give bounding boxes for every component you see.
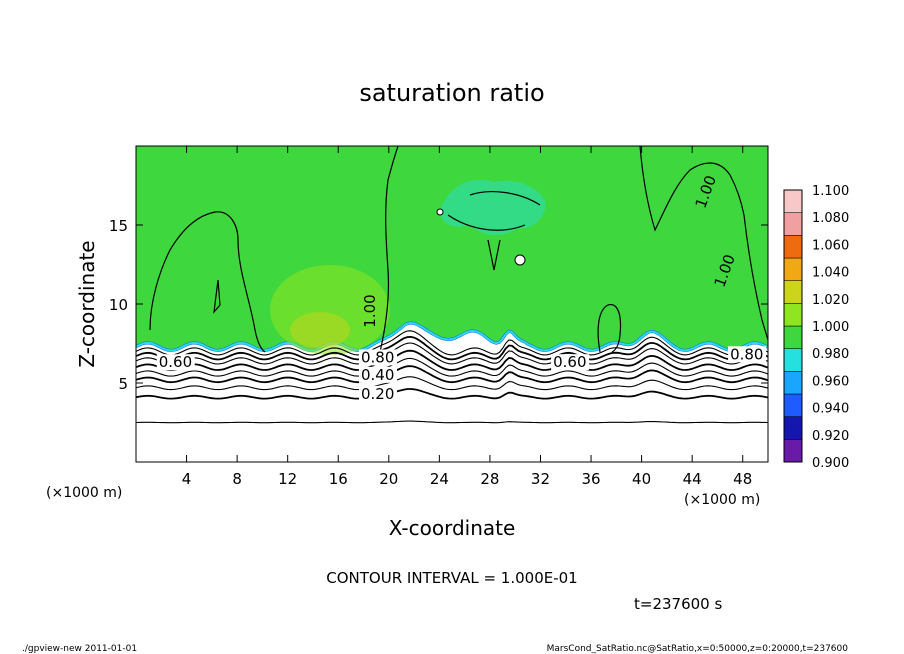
colorbar-label: 1.080 (812, 211, 849, 226)
y-tick-label: 10 (109, 296, 128, 314)
contour-line-1.00-thin (213, 279, 221, 314)
contour-line-0.80 (136, 335, 768, 361)
contour-label: 0.20 (361, 385, 394, 403)
contour-line-1.00-left (149, 211, 266, 353)
footer-right: MarsCond_SatRatio.nc@SatRatio,x=0:50000,… (547, 644, 849, 654)
colorbar-label: 0.900 (812, 456, 849, 471)
contour-line-0.70 (136, 342, 768, 365)
x-tick-label: 16 (329, 470, 348, 488)
x-tick-label: 4 (182, 470, 192, 488)
contour-line-0.30 (136, 376, 768, 391)
time-label: t=237600 s (634, 595, 722, 613)
y-axis-unit: (×1000 m) (46, 485, 122, 501)
colorbar-segment (783, 212, 803, 236)
colorbar-label: 1.020 (812, 293, 849, 308)
contour-label-bg (358, 349, 397, 366)
chart-title: saturation ratio (359, 79, 544, 107)
x-tick-label: 48 (733, 470, 752, 488)
contour-label: 0.60 (553, 353, 586, 371)
contour-line-0.40 (136, 365, 768, 384)
colorbar-segment (783, 416, 803, 440)
plot-area (136, 146, 768, 462)
x-tick-label: 44 (683, 470, 702, 488)
x-tick-label: 20 (379, 470, 398, 488)
colorbar-segment (783, 280, 803, 304)
contour-line-0.10 (136, 420, 768, 424)
saturation-edge-cyan (136, 321, 768, 352)
colorbar-label: 0.960 (812, 374, 849, 389)
contour-label: 0.40 (361, 366, 394, 384)
x-tick-label: 40 (632, 470, 651, 488)
colorbar-label: 0.920 (812, 429, 849, 444)
colorbar-segment (783, 303, 803, 327)
contour-label: 0.60 (159, 353, 192, 371)
contour-line-0.20 (136, 388, 768, 400)
cloud-patch (436, 179, 546, 271)
colorbar-segment (783, 189, 803, 213)
footer-left: ./gpview-new 2011-01-01 (22, 644, 137, 654)
x-tick-label: 8 (232, 470, 242, 488)
colorbar-segment (783, 348, 803, 372)
contour-label: 0.80 (730, 345, 763, 363)
contour-line-1.00-center (379, 146, 399, 353)
x-axis-unit: (×1000 m) (684, 492, 760, 508)
colorbar-segment (783, 393, 803, 417)
y-axis-title: Z-coordinate (75, 240, 99, 367)
contour-label-bg (551, 354, 590, 371)
x-tick-label: 36 (581, 470, 600, 488)
colorbar: 0.900 0.920 0.940 0.960 0.980 1.000 1.020 1.040… (783, 184, 849, 471)
contour-label-bg (728, 346, 767, 363)
x-tick-label: 24 (430, 470, 449, 488)
contour-line-0.50 (136, 357, 768, 377)
colorbar-label: 0.940 (812, 402, 849, 417)
contour-interval: CONTOUR INTERVAL = 1.000E-01 (326, 569, 577, 587)
contour-label: 0.80 (361, 348, 394, 366)
x-tick-label: 12 (278, 470, 297, 488)
colorbar-segment (783, 235, 803, 259)
contour-line-1.00-patch (597, 304, 622, 353)
contour-line-1.00-right (639, 146, 745, 232)
x-axis-title: X-coordinate (389, 516, 516, 540)
subsaturated-region (136, 323, 768, 462)
colorbar-segment (783, 325, 803, 349)
contour-label-bg (358, 366, 397, 383)
contour-label: 1.00 (361, 294, 379, 327)
y-tick-label: 15 (109, 217, 128, 235)
x-tick-label: 32 (531, 470, 550, 488)
contour-line-0.90 (136, 330, 768, 356)
x-tick-label: 28 (480, 470, 499, 488)
supersaturated-patch-core (290, 312, 350, 348)
y-axis-ticks: 5 10 15 (109, 217, 768, 393)
x-axis-ticks: 4 8 12 16 20 24 28 32 36 40 44 48 (182, 146, 752, 488)
contour-label-bg (156, 354, 195, 371)
colorbar-segment (783, 439, 803, 463)
colorbar-segment (783, 371, 803, 395)
contour-lines (136, 330, 768, 424)
colorbar-label: 1.060 (812, 238, 849, 253)
contour-line-1.00-edge (743, 214, 768, 341)
colorbar-label: 1.040 (812, 266, 849, 281)
y-tick-label: 5 (118, 375, 128, 393)
colorbar-label: 0.980 (812, 347, 849, 362)
upper-contour-lines (149, 146, 768, 353)
colorbar-label: 1.100 (812, 184, 849, 199)
colorbar-label: 1.000 (812, 320, 849, 335)
contour-line-0.60 (136, 349, 768, 371)
colorbar-segment (783, 257, 803, 281)
colorbar-frame (783, 189, 803, 463)
contour-label-bg (358, 385, 397, 402)
